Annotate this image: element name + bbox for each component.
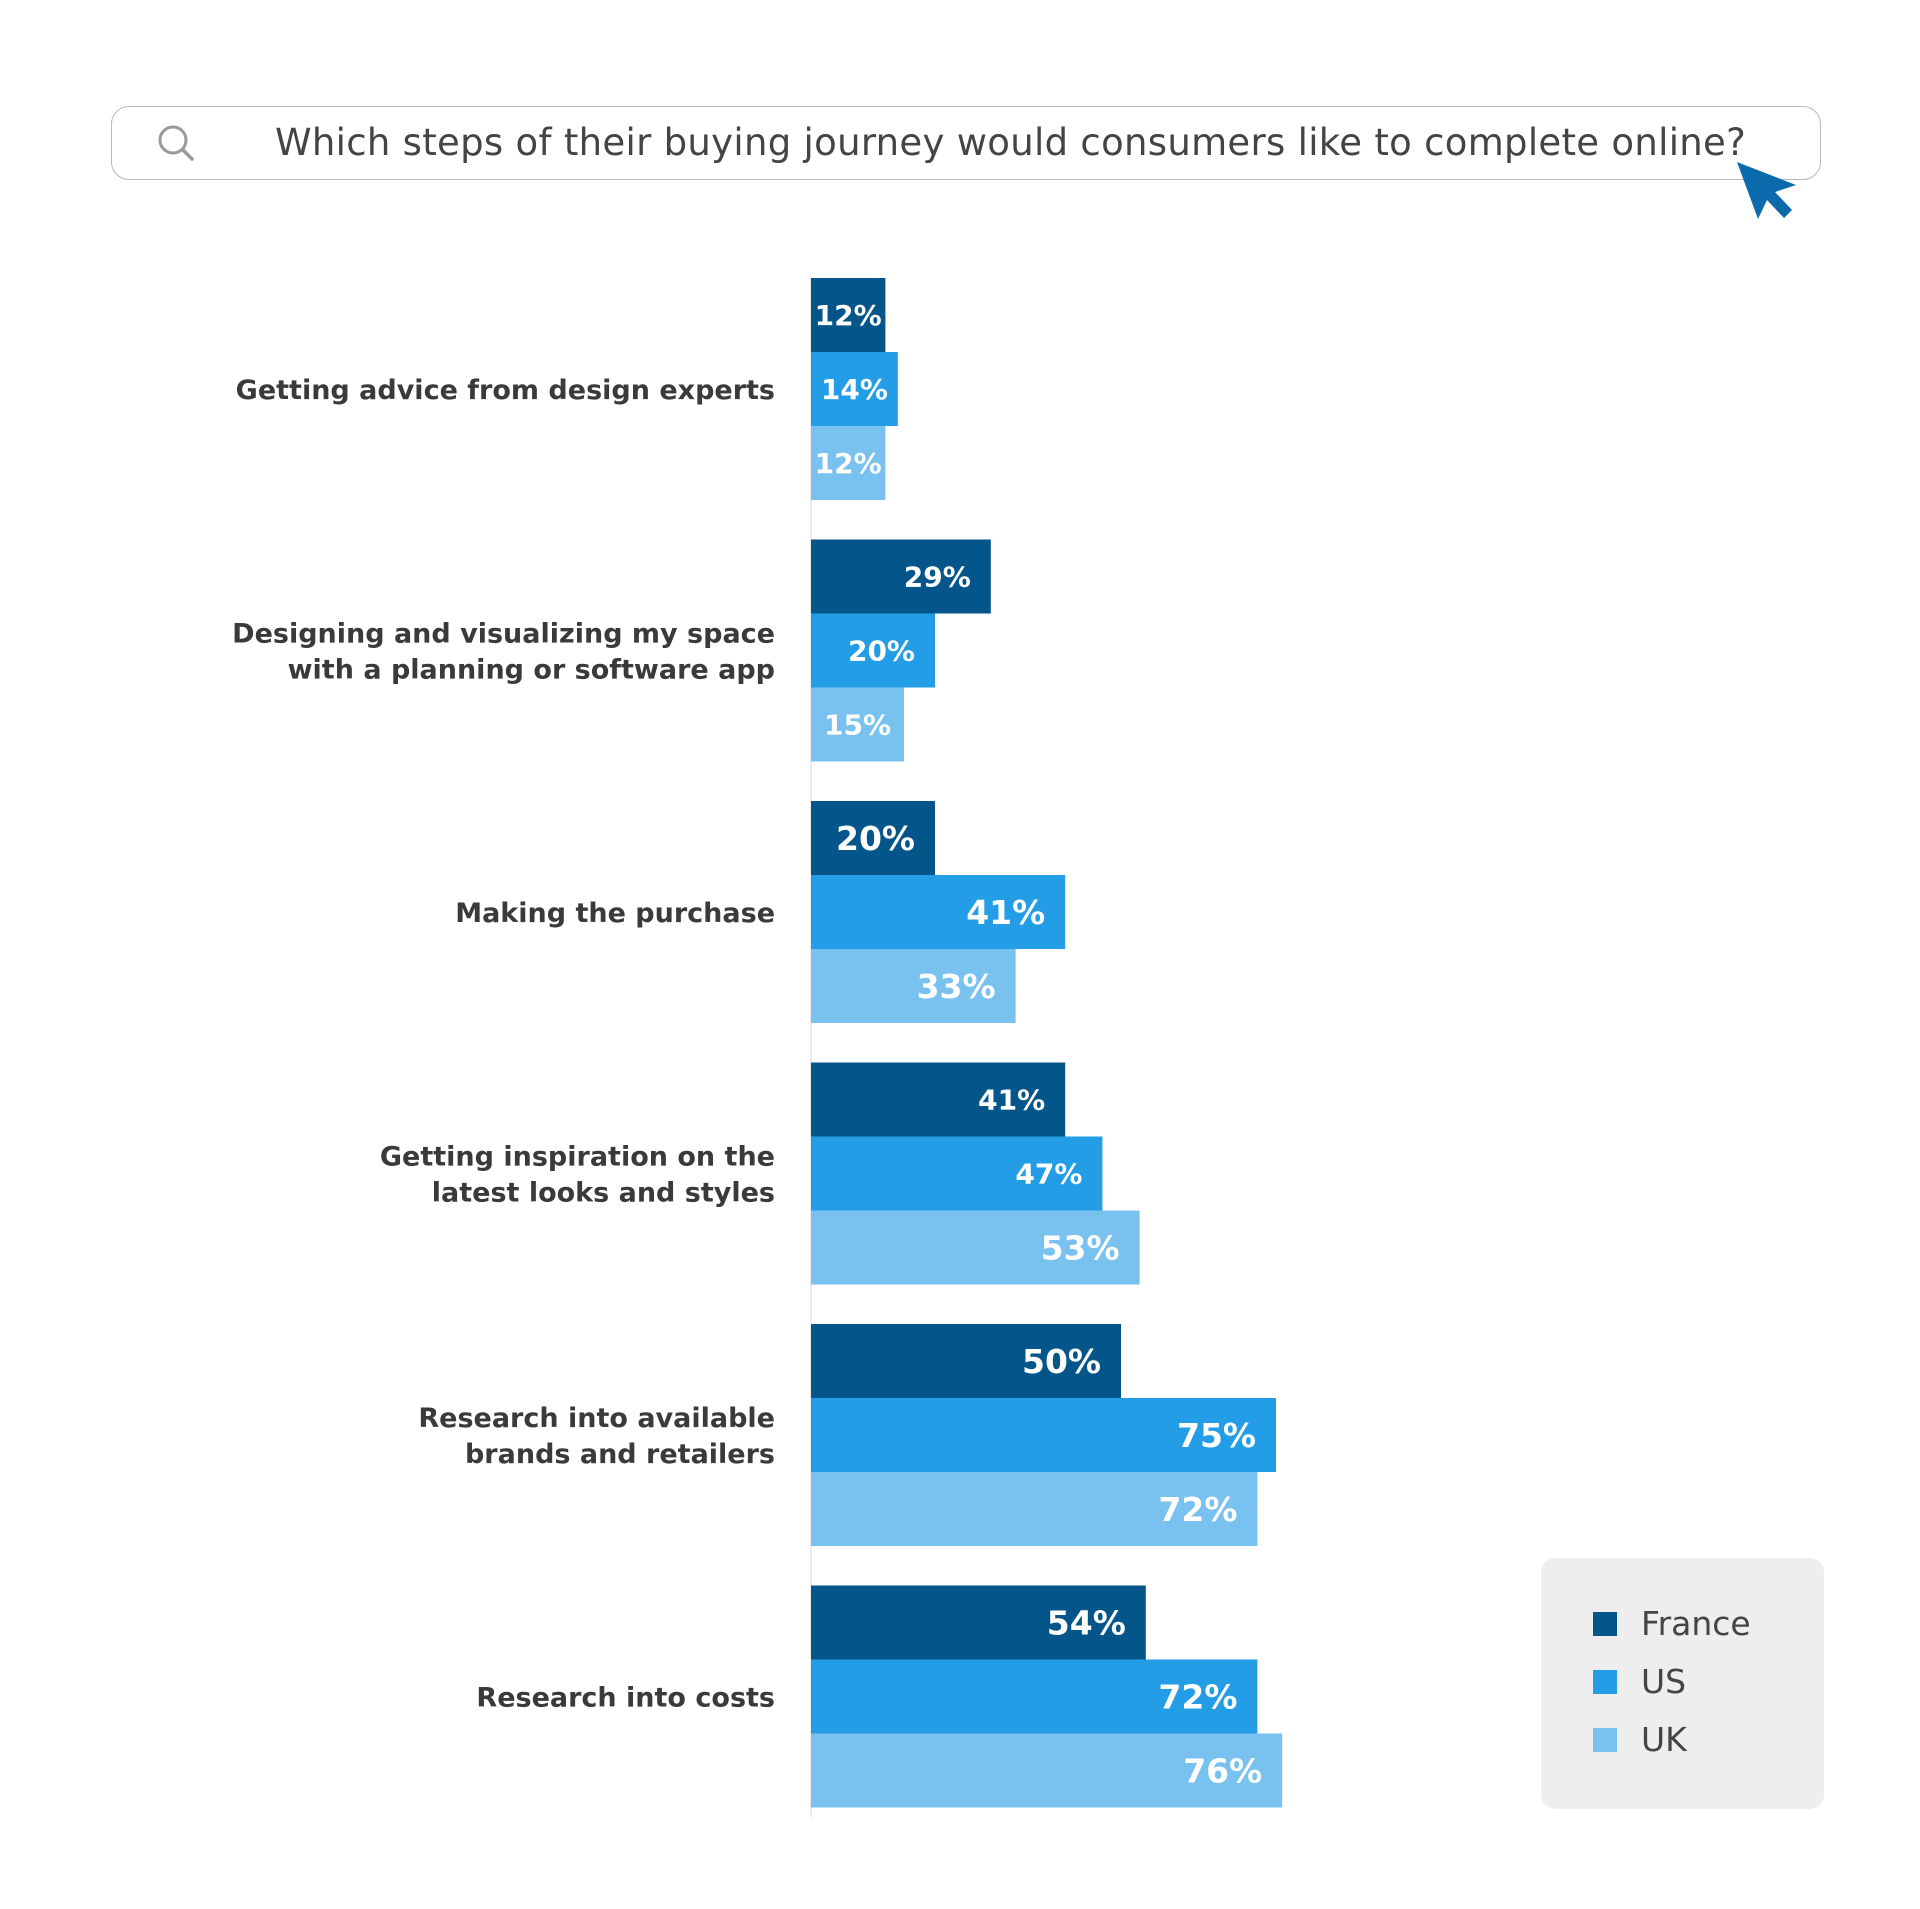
bar-uk [811, 1472, 1258, 1546]
bar-us [811, 1136, 1103, 1211]
data-label: 20% [848, 635, 915, 668]
data-label: 72% [1158, 1490, 1237, 1529]
legend-label: France [1641, 1604, 1751, 1643]
data-label: 41% [978, 1084, 1045, 1117]
bar-uk [811, 687, 904, 762]
data-label: 29% [904, 561, 971, 594]
legend-item-france: France [1593, 1604, 1751, 1643]
category-label: brands and retailers [465, 1439, 775, 1470]
bar-us [811, 875, 1066, 949]
data-label: 15% [824, 709, 891, 742]
bar-us [811, 613, 935, 688]
category-label: Designing and visualizing my space [232, 619, 775, 650]
legend: France US UK [1541, 1558, 1824, 1809]
bar-us [811, 1659, 1258, 1734]
data-label: 41% [966, 893, 1045, 932]
data-label: 47% [1015, 1158, 1082, 1191]
category-label: Research into available [418, 1403, 775, 1434]
bar-uk [811, 426, 886, 500]
category-label: latest looks and styles [432, 1178, 775, 1209]
bar-france [811, 801, 935, 875]
search-bar[interactable]: Which steps of their buying journey woul… [111, 106, 1821, 180]
bar-france [811, 278, 886, 352]
bar-uk [811, 1733, 1283, 1808]
data-label: 20% [836, 819, 915, 858]
data-label: 75% [1177, 1416, 1256, 1455]
data-label: 76% [1183, 1751, 1262, 1790]
data-label: 50% [1022, 1342, 1101, 1381]
data-label: 33% [917, 967, 996, 1006]
bar-uk [811, 1210, 1140, 1285]
legend-swatch [1593, 1727, 1617, 1752]
bar-france [811, 1585, 1146, 1660]
legend-item-us: US [1593, 1662, 1686, 1701]
data-label: 53% [1041, 1228, 1120, 1267]
data-label: 54% [1047, 1603, 1126, 1642]
bar-france [811, 539, 991, 614]
search-query[interactable]: Which steps of their buying journey woul… [275, 121, 1747, 164]
legend-label: US [1641, 1662, 1687, 1701]
legend-swatch [1593, 1669, 1617, 1694]
cursor-arrow-icon [1737, 162, 1796, 219]
bar-us [811, 352, 898, 426]
search-icon [158, 125, 194, 161]
legend-label: UK [1641, 1720, 1687, 1759]
category-label: with a planning or software app [288, 655, 775, 686]
bar-us [811, 1398, 1276, 1472]
category-label: Making the purchase [455, 898, 775, 929]
data-label: 12% [815, 299, 882, 332]
category-label: Getting advice from design experts [236, 375, 775, 406]
bar-france [811, 1324, 1121, 1398]
category-label: Getting inspiration on the [380, 1142, 775, 1173]
data-label: 14% [821, 373, 888, 406]
legend-swatch [1593, 1611, 1617, 1636]
legend-item-uk: UK [1593, 1720, 1687, 1759]
data-label: 72% [1158, 1677, 1237, 1716]
category-label: Research into costs [476, 1683, 775, 1714]
bar-uk [811, 949, 1016, 1023]
data-label: 12% [815, 447, 882, 480]
bar-france [811, 1062, 1066, 1137]
